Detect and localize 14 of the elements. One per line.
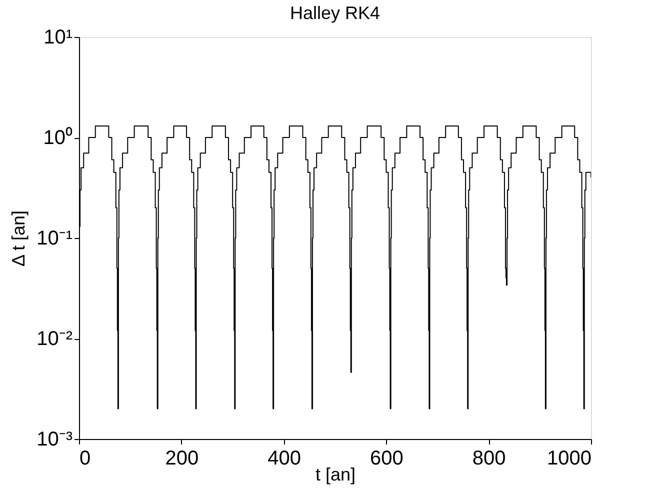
x-tick-label: 1000 — [547, 448, 592, 470]
x-tick-label: 200 — [165, 448, 199, 470]
y-tick-label: 10⁻¹ — [36, 228, 73, 250]
y-axis-title: Δ t [an] — [8, 210, 29, 267]
chart-title: Halley RK4 — [290, 3, 380, 23]
y-tick-label: 10¹ — [44, 26, 73, 48]
x-tick-label: 0 — [80, 448, 91, 470]
y-tick-label: 10⁻² — [36, 328, 73, 350]
x-axis-title: t [an] — [315, 464, 356, 484]
x-tick-label: 600 — [370, 448, 404, 470]
y-tick-label: 10⁻³ — [36, 428, 73, 450]
x-tick-label: 800 — [472, 448, 506, 470]
y-tick-label: 10⁰ — [43, 126, 72, 149]
x-tick-label: 400 — [268, 448, 301, 470]
